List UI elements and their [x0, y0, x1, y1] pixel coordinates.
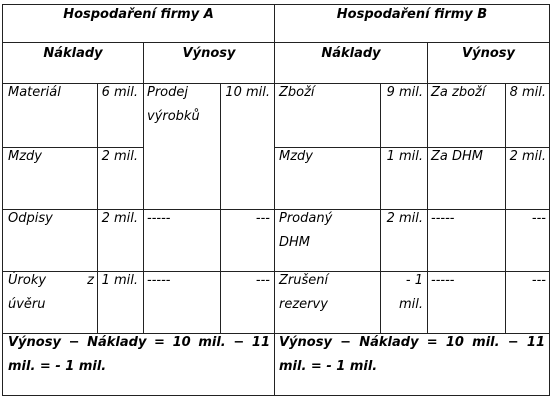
firm-b-cost-value: 2 mil.	[386, 211, 423, 226]
divider	[3, 333, 549, 334]
firm-b-revenue-value: 8 mil.	[509, 85, 546, 100]
divider	[275, 147, 549, 148]
firm-b-naklady-header: Náklady	[321, 46, 381, 61]
divider	[274, 5, 275, 395]
firm-b-summary: Výnosy − Náklady = 10 mil. − 11 mil. = -…	[279, 335, 545, 374]
firm-a-summary: Výnosy − Náklady = 10 mil. − 11 mil. = -…	[8, 335, 270, 374]
firm-a-vynosy-header: Výnosy	[182, 46, 236, 61]
firm-a-naklady-header: Náklady	[43, 46, 103, 61]
divider	[3, 83, 549, 84]
firm-a-cost-label: Úroky z úvěru	[8, 273, 94, 312]
firm-b-revenue-value: ---	[531, 211, 546, 226]
divider	[505, 83, 506, 333]
firm-b-revenue-label: Za zboží	[431, 85, 486, 100]
firm-b-cost-label: Mzdy	[279, 149, 313, 164]
firm-a-revenue-label: Prodej výrobků	[147, 85, 200, 124]
firm-a-cost-value: 2 mil.	[101, 211, 138, 226]
divider	[3, 147, 143, 148]
firm-b-revenue-value: ---	[531, 273, 546, 288]
firm-b-cost-label: Zrušení rezervy	[279, 273, 329, 312]
firm-b-cost-value: - 1 mil.	[398, 273, 423, 312]
firm-a-cost-label: Mzdy	[8, 149, 42, 164]
firm-a-cost-value: 6 mil.	[101, 85, 138, 100]
firm-a-cost-label: Odpisy	[8, 211, 53, 226]
firm-b-revenue-label: -----	[431, 273, 455, 288]
firm-a-revenue-label: -----	[147, 273, 171, 288]
divider	[3, 209, 549, 210]
firm-b-revenue-label: Za DHM	[431, 149, 484, 164]
divider	[427, 42, 428, 333]
firm-b-cost-value: 1 mil.	[386, 149, 423, 164]
firm-b-revenue-label: -----	[431, 211, 455, 226]
divider	[3, 271, 549, 272]
firm-a-cost-label: Materiál	[8, 85, 61, 100]
firm-a-revenue-value: 10 mil.	[225, 85, 270, 100]
firm-a-revenue-value: ---	[255, 211, 270, 226]
comparison-table: Hospodaření firmy A Hospodaření firmy B …	[2, 4, 550, 396]
divider	[143, 42, 144, 333]
firm-a-title: Hospodaření firmy A	[63, 7, 214, 22]
firm-b-cost-value: 9 mil.	[386, 85, 423, 100]
divider	[220, 83, 221, 333]
firm-b-vynosy-header: Výnosy	[462, 46, 515, 61]
firm-b-title: Hospodaření firmy B	[336, 7, 488, 22]
divider	[3, 42, 549, 43]
divider	[380, 83, 381, 333]
firm-a-cost-value: 2 mil.	[101, 149, 138, 164]
firm-a-revenue-value: ---	[255, 273, 270, 288]
firm-b-cost-label: Zboží	[279, 85, 315, 100]
firm-a-revenue-label: -----	[147, 211, 171, 226]
divider	[97, 83, 98, 333]
firm-a-cost-value: 1 mil.	[101, 273, 138, 288]
firm-b-revenue-value: 2 mil.	[509, 149, 546, 164]
firm-b-cost-label: Prodaný DHM	[279, 211, 333, 250]
